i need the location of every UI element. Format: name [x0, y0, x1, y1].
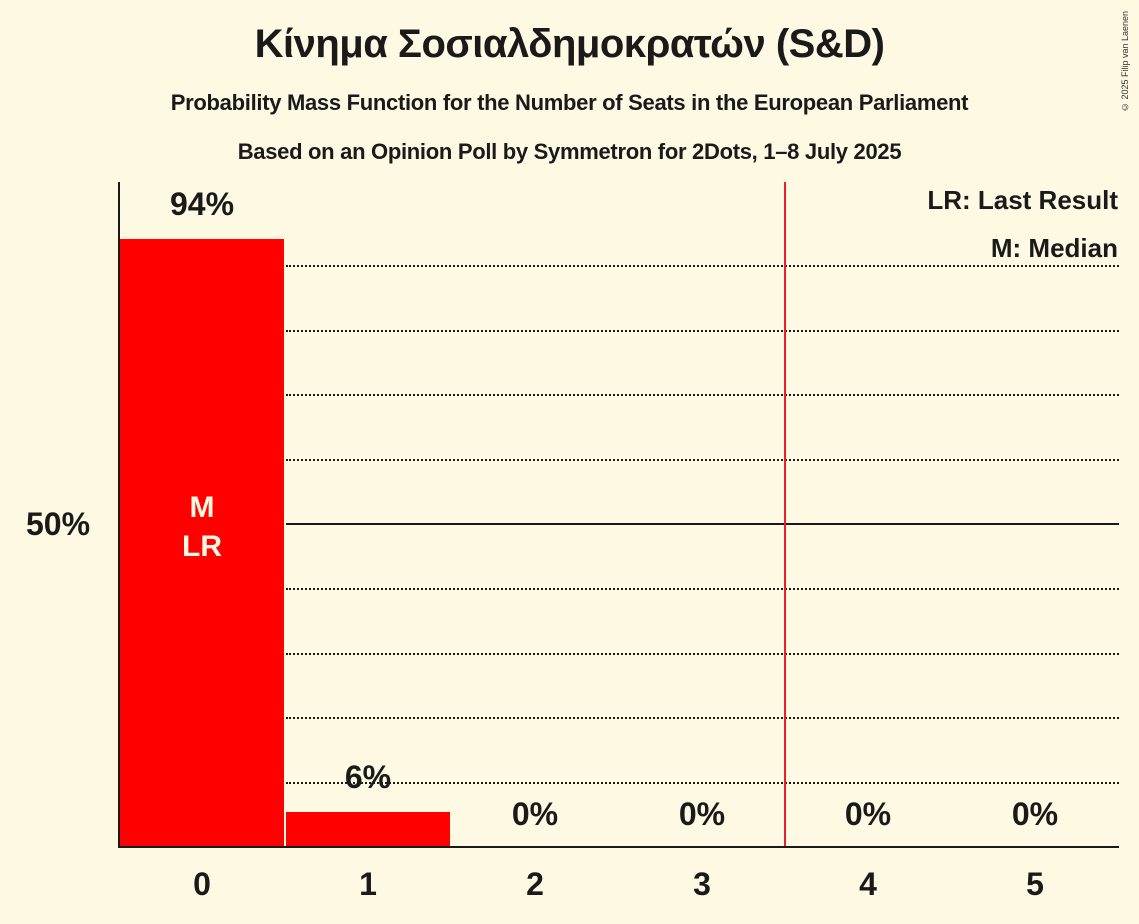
bar-1-seats — [286, 812, 450, 847]
gridline-60 — [286, 459, 1119, 461]
y-axis — [118, 182, 120, 848]
x-axis — [118, 846, 1119, 848]
bar-0-seats — [120, 239, 284, 847]
y-tick-label-50: 50% — [26, 506, 91, 542]
gridline-20 — [286, 717, 1119, 719]
bar-value-label: 0% — [678, 796, 726, 832]
gridline-90 — [286, 265, 1119, 267]
chart-source-line: Based on an Opinion Poll by Symmetron fo… — [237, 139, 902, 164]
x-tick-label: 5 — [1026, 866, 1044, 902]
gridline-50 — [286, 523, 1119, 525]
gridline-70 — [286, 394, 1119, 396]
x-tick-label: 3 — [693, 866, 711, 902]
bar-value-label: 0% — [1011, 796, 1059, 832]
last-result-marker: LR — [182, 530, 222, 563]
bar-value-label: 0% — [511, 796, 559, 832]
gridline-30 — [286, 653, 1119, 655]
gridline-80 — [286, 330, 1119, 332]
legend-last-result: LR: Last Result — [927, 185, 1118, 215]
legend-median: M: Median — [990, 233, 1118, 263]
gridline-10 — [286, 782, 1119, 784]
bar-value-label: 6% — [344, 759, 392, 795]
copyright-notice: © 2025 Filip van Laenen — [1120, 10, 1130, 112]
gridline-40 — [286, 588, 1119, 590]
last-result-line — [784, 182, 786, 847]
x-tick-label: 1 — [359, 866, 377, 902]
bar-value-label: 0% — [844, 796, 892, 832]
x-tick-label: 4 — [859, 866, 877, 902]
chart-title: Κίνημα Σοσιαλδημοκρατών (S&D) — [254, 22, 885, 66]
x-tick-label: 0 — [193, 866, 211, 902]
bar-value-label: 94% — [169, 186, 235, 222]
x-tick-label: 2 — [526, 866, 544, 902]
chart-subtitle: Probability Mass Function for the Number… — [170, 90, 969, 115]
median-marker: M — [189, 491, 215, 524]
